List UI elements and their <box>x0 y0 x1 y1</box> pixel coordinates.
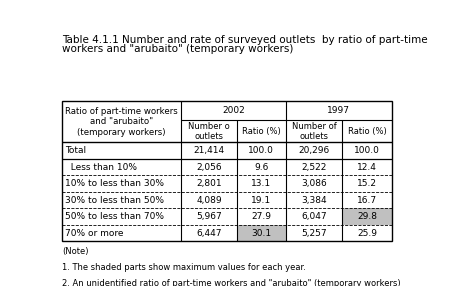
Text: workers and "arubaito" (temporary workers): workers and "arubaito" (temporary worker… <box>62 44 293 54</box>
Text: 50% to less than 70%: 50% to less than 70% <box>65 212 164 221</box>
Text: 3,086: 3,086 <box>301 179 327 188</box>
Text: 29.8: 29.8 <box>357 212 377 221</box>
Text: Ratio of part-time workers
and "arubaito"
(temporary workers): Ratio of part-time workers and "arubaito… <box>65 107 178 137</box>
Text: 12.4: 12.4 <box>357 162 377 172</box>
Text: (Note): (Note) <box>62 247 88 256</box>
Text: 15.2: 15.2 <box>357 179 377 188</box>
Text: 70% or more: 70% or more <box>65 229 123 238</box>
Text: 30.1: 30.1 <box>251 229 272 238</box>
Text: Number of
outlets: Number of outlets <box>292 122 336 141</box>
Text: 3,384: 3,384 <box>301 196 327 204</box>
Text: Ratio (%): Ratio (%) <box>242 127 280 136</box>
Text: 13.1: 13.1 <box>251 179 272 188</box>
Bar <box>342 208 392 225</box>
Text: 100.0: 100.0 <box>248 146 274 155</box>
Text: 9.6: 9.6 <box>254 162 269 172</box>
Text: 100.0: 100.0 <box>354 146 380 155</box>
Text: Less than 10%: Less than 10% <box>65 162 137 172</box>
Text: Total: Total <box>65 146 86 155</box>
Text: 2002: 2002 <box>222 106 245 115</box>
Text: 2. An unidentified ratio of part-time workers and "arubaito" (temporary workers): 2. An unidentified ratio of part-time wo… <box>62 279 401 286</box>
Text: 5,257: 5,257 <box>301 229 327 238</box>
Text: 6,047: 6,047 <box>301 212 327 221</box>
Text: 21,414: 21,414 <box>193 146 225 155</box>
Text: Number o
outlets: Number o outlets <box>188 122 230 141</box>
Text: 2,056: 2,056 <box>196 162 222 172</box>
Bar <box>62 102 392 241</box>
Text: 6,447: 6,447 <box>196 229 222 238</box>
Text: 10% to less than 30%: 10% to less than 30% <box>65 179 164 188</box>
Text: 16.7: 16.7 <box>357 196 377 204</box>
Text: 2,801: 2,801 <box>196 179 222 188</box>
Bar <box>62 102 181 142</box>
Text: Table 4.1.1 Number and rate of surveyed outlets  by ratio of part-time: Table 4.1.1 Number and rate of surveyed … <box>62 35 428 45</box>
Text: 4,089: 4,089 <box>196 196 222 204</box>
Text: 1997: 1997 <box>327 106 350 115</box>
Text: 5,967: 5,967 <box>196 212 222 221</box>
Text: 25.9: 25.9 <box>357 229 377 238</box>
Text: 2,522: 2,522 <box>301 162 327 172</box>
Text: 19.1: 19.1 <box>251 196 272 204</box>
Text: 20,296: 20,296 <box>298 146 330 155</box>
Text: 30% to less than 50%: 30% to less than 50% <box>65 196 164 204</box>
Bar <box>237 225 286 241</box>
Text: 27.9: 27.9 <box>251 212 272 221</box>
Text: 1. The shaded parts show maximum values for each year.: 1. The shaded parts show maximum values … <box>62 263 306 272</box>
Text: Ratio (%): Ratio (%) <box>348 127 386 136</box>
